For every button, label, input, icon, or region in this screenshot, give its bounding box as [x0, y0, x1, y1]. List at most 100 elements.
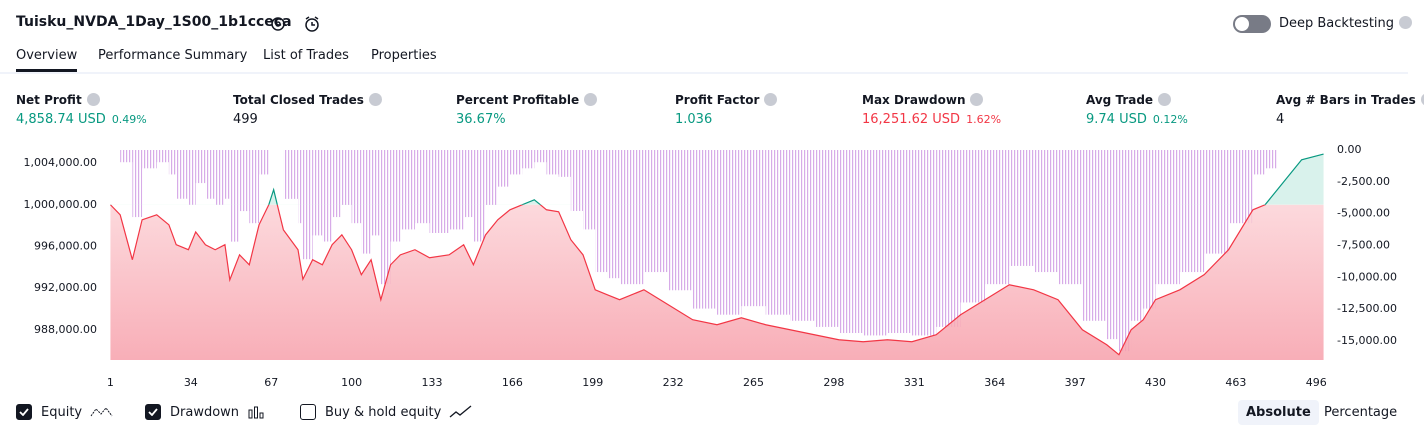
- drawdown-bar: [322, 150, 333, 242]
- checkbox[interactable]: [16, 404, 32, 420]
- drawdown-bar: [668, 150, 693, 291]
- drawdown-bar: [351, 150, 362, 224]
- drawdown-bar: [188, 150, 196, 205]
- label: Percent Profitable: [456, 93, 580, 107]
- label: Max Drawdown: [862, 93, 966, 107]
- deep-backtesting-toggle[interactable]: [1232, 13, 1272, 35]
- drawdown-bar: [1179, 150, 1205, 273]
- tab[interactable]: Properties: [371, 48, 437, 63]
- x-tick-label: 100: [341, 376, 362, 389]
- drawdown-bar: [619, 150, 644, 285]
- drawdown-bar: [595, 150, 608, 273]
- x-tick-label: 133: [421, 376, 442, 389]
- equity-chart: 1,004,000.00 1,000,000.00 996,000.00 992,00…: [24, 143, 1397, 389]
- drawdown-bar: [1131, 150, 1144, 321]
- legend-item[interactable]: Buy & hold equity: [300, 404, 473, 420]
- info-icon[interactable]: [764, 93, 778, 106]
- drawdown-bar: [1009, 150, 1034, 266]
- drawdown-bar: [583, 150, 596, 230]
- x-tick-label: 364: [984, 376, 1005, 389]
- toggle-knob: [1235, 17, 1249, 31]
- info-icon[interactable]: [970, 93, 984, 106]
- y2-tick-label: -12,500.00: [1337, 302, 1397, 315]
- stat-label: Percent Profitable: [456, 93, 598, 107]
- y-tick-label: 996,000.00: [34, 239, 97, 252]
- legend-icon: [449, 405, 473, 419]
- drawdown-bar: [936, 150, 961, 327]
- drawdown-bar: [215, 150, 225, 205]
- strategy-title: Tuisku_NVDA_1Day_1S00_1b1cceca: [16, 14, 292, 30]
- y-tick-label: 1,000,000.00: [24, 198, 97, 211]
- drawdown-bar: [380, 150, 391, 285]
- value: 499: [233, 112, 258, 127]
- checkbox[interactable]: [145, 404, 161, 420]
- drawdown-bar: [1106, 150, 1119, 340]
- drawdown-bar: [142, 150, 157, 169]
- drawdown-bar: [283, 150, 299, 199]
- drawdown-bar: [205, 150, 216, 199]
- x-tick-label: 397: [1065, 376, 1086, 389]
- y2-tick-label: -2,500.00: [1337, 175, 1390, 188]
- x-tick-label: 331: [904, 376, 925, 389]
- info-icon[interactable]: [1158, 93, 1172, 106]
- x-tick-label: 166: [502, 376, 523, 389]
- drawdown-bar: [960, 150, 985, 303]
- x-tick-label: 232: [663, 376, 684, 389]
- info-icon[interactable]: [1420, 93, 1424, 106]
- drawdown-bar: [790, 150, 815, 321]
- x-tick-label: 265: [743, 376, 764, 389]
- x-tick-label: 199: [582, 376, 603, 389]
- drawdown-bar: [570, 150, 584, 211]
- drawdown-bar: [229, 150, 240, 242]
- drawdown-bar: [239, 150, 250, 212]
- drawdown-bar: [765, 150, 791, 315]
- label: Profit Factor: [675, 93, 760, 107]
- drawdown-bar: [1058, 150, 1083, 285]
- drawdown-bar: [717, 150, 742, 315]
- drawdown-bar: [1228, 150, 1253, 224]
- drawdown-bar: [332, 150, 342, 218]
- help-icon[interactable]: [1399, 16, 1413, 29]
- x-tick-label: 463: [1225, 376, 1246, 389]
- drawdown-bar: [400, 150, 415, 230]
- drawdown-bar: [1143, 150, 1156, 309]
- tab[interactable]: List of Trades: [263, 48, 349, 63]
- y-tick-label: 988,000.00: [34, 323, 97, 336]
- percent: 1.62%: [966, 113, 1002, 126]
- stat-label: Avg Trade: [1086, 93, 1172, 107]
- drawdown-bar: [361, 150, 372, 254]
- info-icon[interactable]: [368, 93, 382, 106]
- y2-tick-label: -5,000.00: [1337, 207, 1390, 220]
- drawdown-bar: [302, 150, 313, 260]
- checkbox[interactable]: [300, 404, 316, 420]
- tab[interactable]: Performance Summary: [98, 48, 248, 63]
- info-icon[interactable]: [584, 93, 598, 106]
- stat-value: 1.036: [675, 112, 712, 127]
- drawdown-bar: [298, 150, 303, 224]
- legend-item[interactable]: Equity: [16, 404, 114, 420]
- scale-mode[interactable]: Absolute: [1238, 400, 1319, 425]
- legend-item[interactable]: Drawdown: [145, 404, 265, 420]
- percent: 0.12%: [1152, 113, 1188, 126]
- deep-backtesting-label: Deep Backtesting: [1279, 16, 1413, 31]
- label: Deep Backtesting: [1279, 16, 1395, 31]
- scale-mode[interactable]: Percentage: [1324, 405, 1398, 420]
- drawdown-bar: [120, 150, 133, 163]
- header-icons[interactable]: [268, 14, 328, 34]
- drawdown-bar: [473, 150, 486, 242]
- percent: 0.49%: [111, 113, 147, 126]
- drawdown-bar: [449, 150, 464, 230]
- y-tick-label: 1,004,000.00: [24, 156, 97, 169]
- drawdown-bar: [741, 150, 766, 307]
- tab[interactable]: Overview: [16, 48, 78, 72]
- legend-icon: [247, 405, 265, 419]
- drawdown-bar: [371, 150, 381, 236]
- info-icon[interactable]: [86, 93, 100, 106]
- equity-line: [110, 204, 1266, 356]
- drawdown-bar: [132, 150, 143, 218]
- x-tick-label: 298: [823, 376, 844, 389]
- drawdown-bar: [643, 150, 669, 273]
- y2-tick-label: 0.00: [1337, 143, 1362, 156]
- drawdown-bar: [1118, 150, 1132, 352]
